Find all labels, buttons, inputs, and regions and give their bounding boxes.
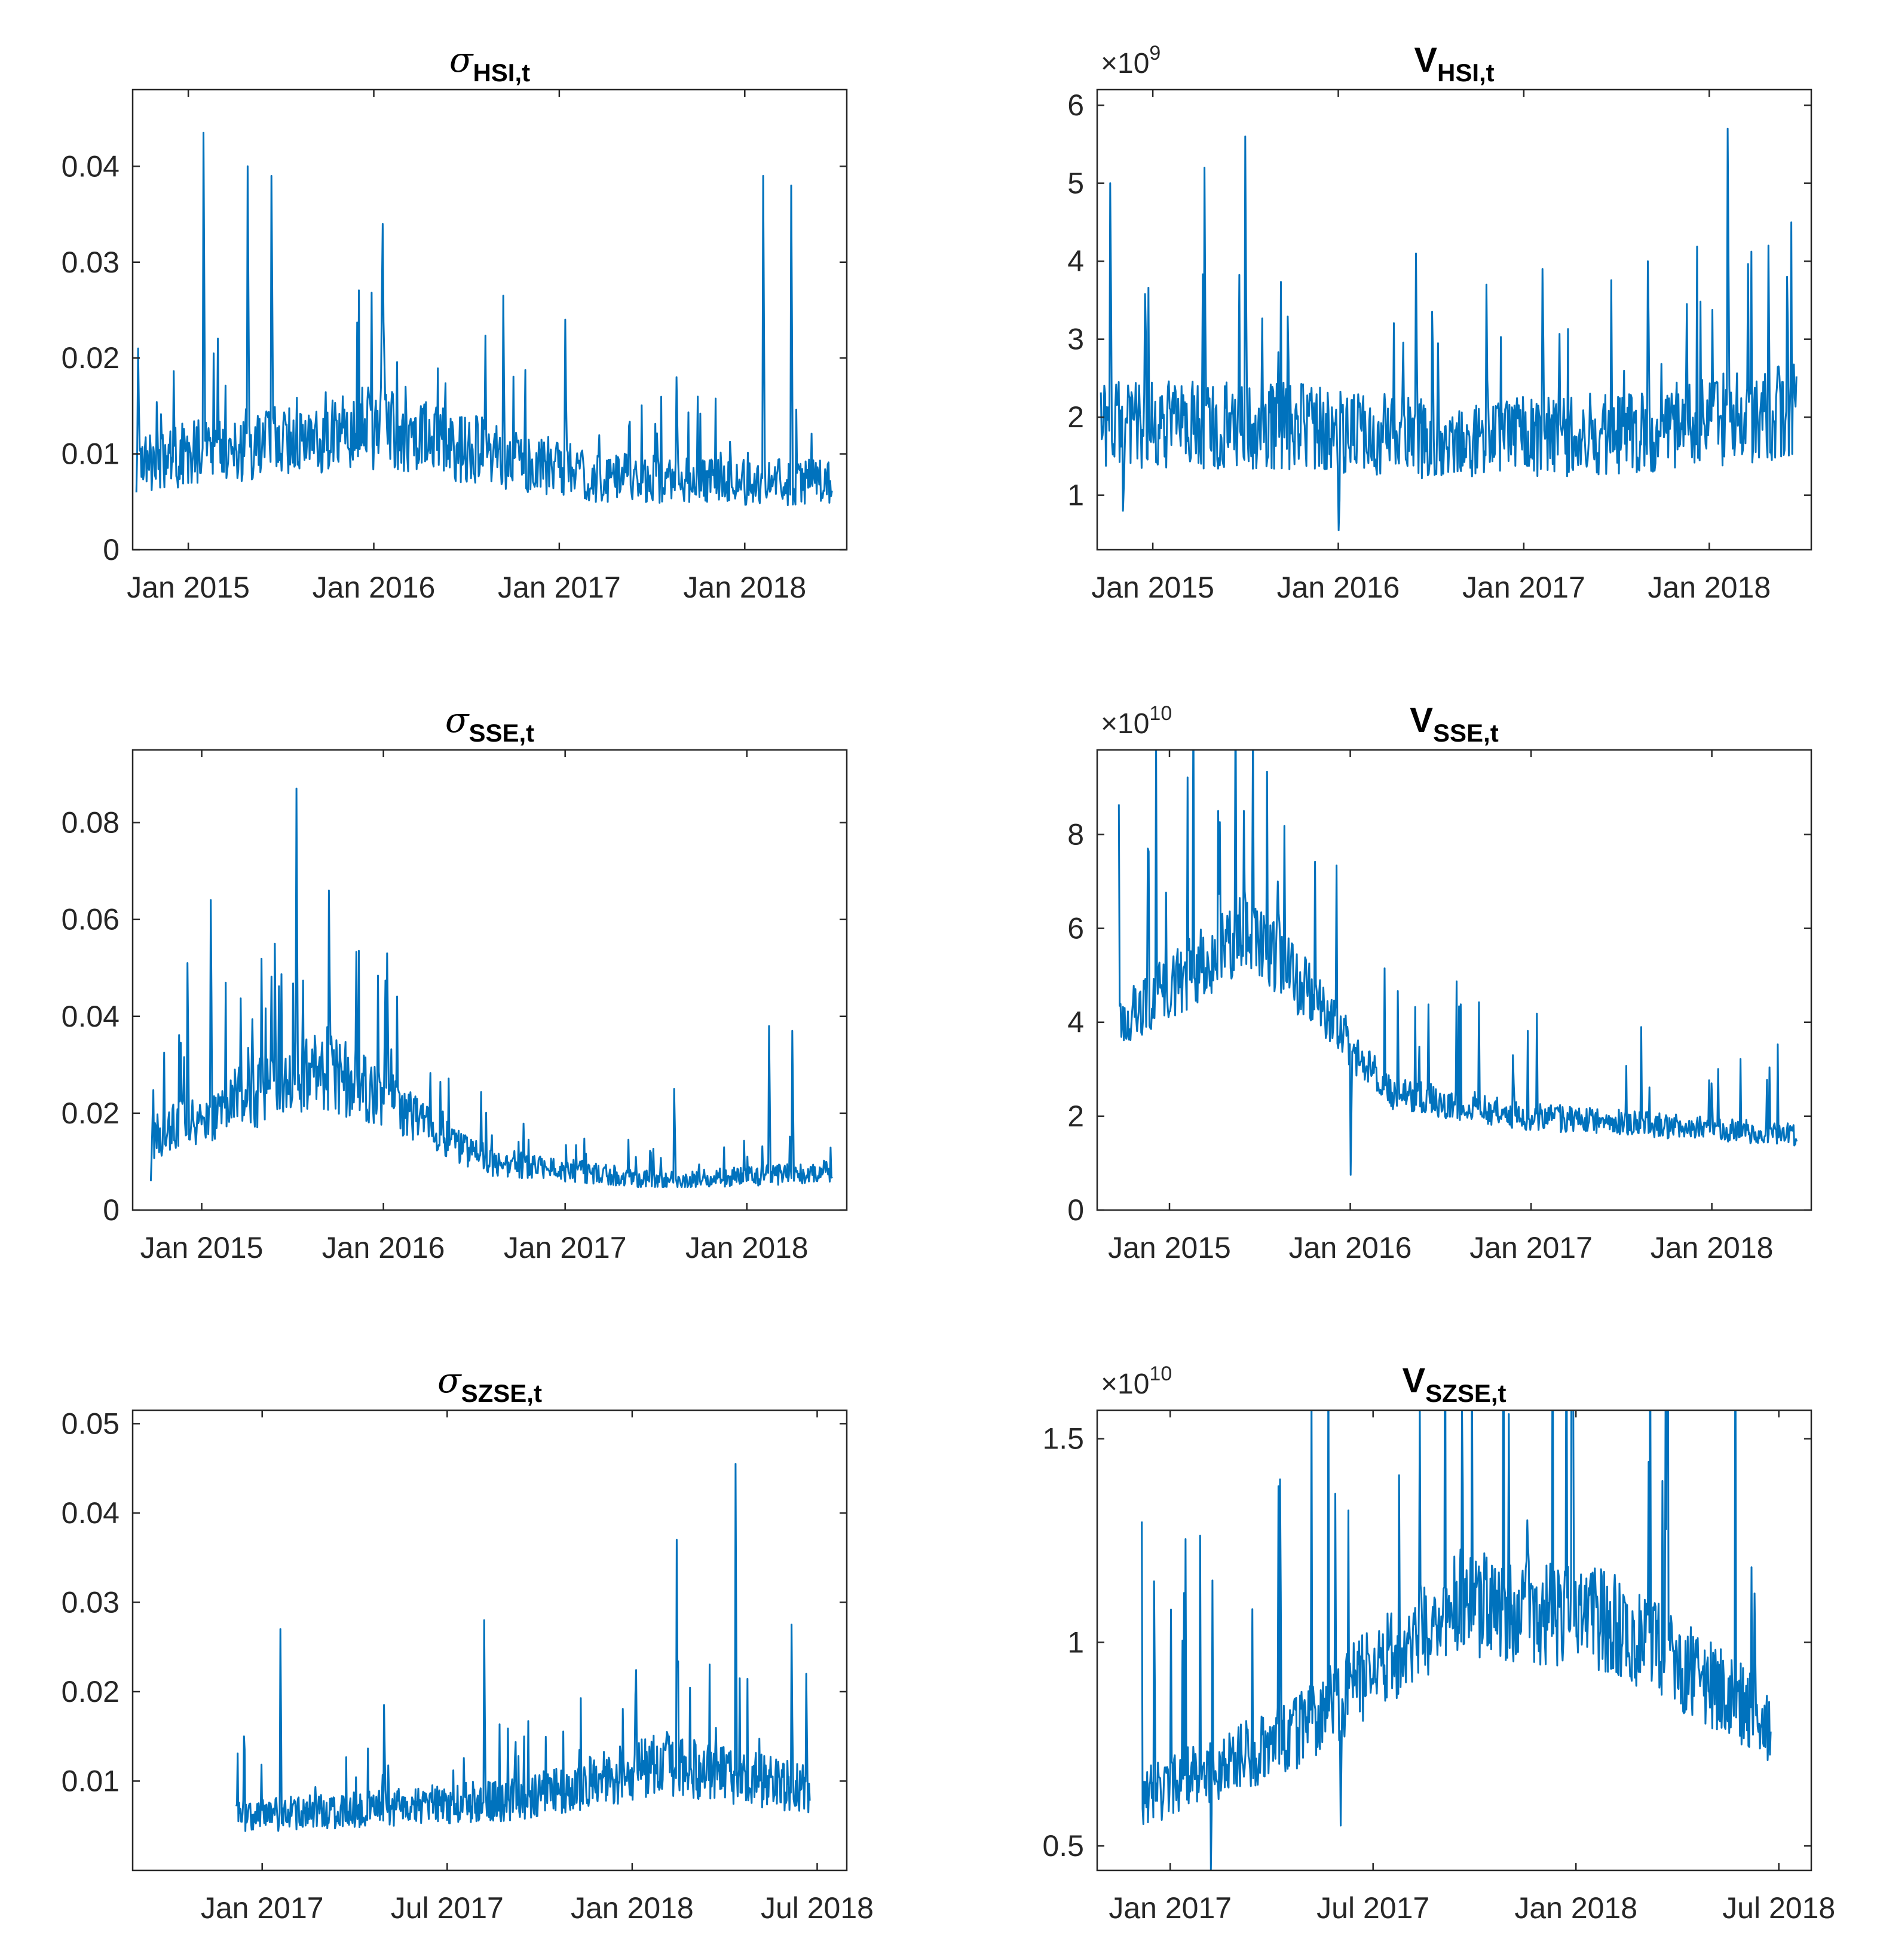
chart-sigma_hsi: 0 0.01 0.02 0.03 0.04 Jan 2015 Jan 2016 Jan 201… (62, 39, 848, 604)
y-tick-label: 0 (1067, 1193, 1084, 1227)
y-tick-label: 1 (1067, 1625, 1084, 1659)
x-tick-label: Jul 2018 (1722, 1891, 1835, 1925)
y-tick-label: 0.04 (62, 149, 120, 183)
x-tick-label: Jan 2018 (1651, 1231, 1774, 1264)
y-tick-label: 0.01 (62, 1764, 120, 1797)
x-tick-label: Jan 2015 (1091, 571, 1214, 604)
y-tick-label: 0.02 (62, 1675, 120, 1708)
x-tick-label: Jul 2017 (391, 1891, 504, 1925)
y-tick-label: 0.08 (62, 806, 120, 840)
chart-v_szse: 0.5 1 1.5 Jan 2017 Jul 2017 Jan 2018 Jul 2018 V… (1042, 1361, 1835, 1925)
x-tick-label: Jan 2016 (1277, 571, 1400, 604)
chart-sigma_sse: 0 0.02 0.04 0.06 0.08 Jan 2015 Jan 2016 Jan 201… (62, 700, 848, 1264)
chart-v_sse: 0 2 4 6 8 Jan 2015 Jan 2016 Jan 2017 Jan 2018 VSS… (1067, 701, 1812, 1264)
chart-title: σHSI,t (449, 39, 530, 87)
x-tick-label: Jan 2018 (683, 571, 806, 604)
y-tick-label: 2 (1067, 1100, 1084, 1133)
y-tick-label: 8 (1067, 817, 1084, 851)
y-tick-label: 1.5 (1042, 1422, 1084, 1456)
chart-title: VSZSE,t (1402, 1361, 1506, 1407)
x-tick-label: Jan 2017 (498, 571, 621, 604)
y-tick-label: 0.04 (62, 1496, 120, 1530)
x-tick-label: Jul 2017 (1316, 1891, 1429, 1925)
axis-multiplier: ×1010 (1101, 702, 1172, 740)
x-tick-label: Jan 2018 (1648, 571, 1771, 604)
y-tick-label: 1 (1067, 479, 1084, 512)
x-tick-label: Jan 2016 (322, 1231, 445, 1264)
axes-box (131, 88, 848, 551)
axis-multiplier: ×1010 (1101, 1362, 1172, 1400)
x-tick-label: Jan 2018 (1514, 1891, 1637, 1925)
y-tick-label: 0.03 (62, 1585, 120, 1619)
chart-title: σSSE,t (445, 700, 534, 747)
x-tick-label: Jan 2015 (127, 571, 250, 604)
series-line-sigma_szse (235, 1463, 811, 1832)
y-tick-label: 4 (1067, 244, 1084, 278)
y-tick-label: 6 (1067, 88, 1084, 122)
x-tick-label: Jan 2018 (571, 1891, 694, 1925)
axes-box (1096, 1409, 1812, 1872)
x-tick-label: Jan 2015 (1108, 1231, 1231, 1264)
x-tick-label: Jan 2017 (1109, 1891, 1232, 1925)
axes-box (1096, 749, 1812, 1211)
y-tick-label: 0.5 (1042, 1829, 1084, 1863)
x-tick-label: Jan 2018 (685, 1231, 809, 1264)
x-tick-label: Jan 2015 (140, 1231, 264, 1264)
x-tick-label: Jul 2018 (761, 1891, 874, 1925)
axis-multiplier: ×109 (1101, 42, 1161, 79)
chart-v_hsi: 1 2 3 4 5 6 Jan 2015 Jan 2016 Jan 2017 Jan 2018 VH… (1067, 41, 1812, 604)
y-tick-label: 0.01 (62, 437, 120, 471)
x-tick-label: Jan 2017 (1469, 1231, 1593, 1264)
y-tick-label: 0.04 (62, 1000, 120, 1033)
y-tick-label: 0.03 (62, 246, 120, 279)
y-tick-label: 0.05 (62, 1407, 120, 1440)
y-tick-label: 0 (103, 1193, 120, 1227)
y-tick-label: 0.06 (62, 903, 120, 936)
series-line-v_sse (1117, 750, 1798, 1176)
chart-title: VSSE,t (1410, 701, 1498, 747)
series-line-sigma_hsi (135, 131, 833, 506)
series-line-v_hsi (1100, 127, 1798, 531)
axes-box (131, 749, 848, 1211)
x-tick-label: Jan 2017 (1462, 571, 1585, 604)
y-tick-label: 2 (1067, 400, 1084, 434)
chart-title: VHSI,t (1414, 41, 1494, 87)
series-line-sigma_sse (149, 788, 833, 1188)
y-tick-label: 0.02 (62, 1097, 120, 1130)
chart-sigma_szse: 0.01 0.02 0.03 0.04 0.05 Jan 2017 Jul 2017 Jan … (62, 1360, 874, 1925)
chart-title: σSZSE,t (437, 1360, 542, 1407)
x-tick-label: Jan 2016 (313, 571, 436, 604)
y-tick-label: 6 (1067, 912, 1084, 945)
series-line-v_szse (1141, 1410, 1772, 1870)
x-tick-label: Jan 2017 (201, 1891, 324, 1925)
y-tick-label: 3 (1067, 323, 1084, 356)
axes-box (131, 1409, 848, 1872)
axes-box (1096, 88, 1812, 551)
y-tick-label: 0.02 (62, 341, 120, 375)
x-tick-label: Jan 2016 (1289, 1231, 1412, 1264)
y-tick-label: 0 (103, 533, 120, 566)
y-tick-label: 5 (1067, 167, 1084, 200)
y-tick-label: 4 (1067, 1006, 1084, 1039)
x-tick-label: Jan 2017 (504, 1231, 627, 1264)
